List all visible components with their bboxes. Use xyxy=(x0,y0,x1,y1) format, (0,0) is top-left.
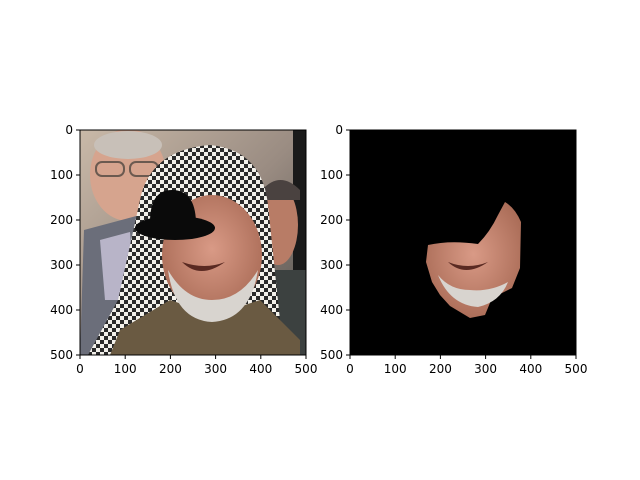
y-tick-label: 500 xyxy=(320,348,343,362)
y-tick-label: 500 xyxy=(50,348,73,362)
y-tick-label: 0 xyxy=(335,123,343,137)
x-tick-label: 400 xyxy=(519,362,542,376)
x-tick-label: 200 xyxy=(159,362,182,376)
y-tick-label: 400 xyxy=(320,303,343,317)
y-tick-label: 100 xyxy=(50,168,73,182)
x-tick-label: 0 xyxy=(76,362,84,376)
x-tick-label: 500 xyxy=(295,362,318,376)
right-panel-frame xyxy=(349,129,577,356)
y-tick-label: 200 xyxy=(50,213,73,227)
y-tick-label: 300 xyxy=(320,258,343,272)
x-tick-label: 300 xyxy=(204,362,227,376)
y-tick-label: 100 xyxy=(320,168,343,182)
x-tick-label: 0 xyxy=(346,362,354,376)
y-tick-label: 0 xyxy=(65,123,73,137)
x-tick-label: 500 xyxy=(565,362,588,376)
y-tick-label: 300 xyxy=(50,258,73,272)
left-panel-image xyxy=(80,130,306,355)
x-tick-label: 100 xyxy=(384,362,407,376)
x-tick-label: 200 xyxy=(429,362,452,376)
x-tick-label: 100 xyxy=(114,362,137,376)
left-panel-frame xyxy=(79,129,307,356)
y-tick-label: 200 xyxy=(320,213,343,227)
right-panel-image xyxy=(350,130,576,355)
y-tick-label: 400 xyxy=(50,303,73,317)
x-tick-label: 400 xyxy=(249,362,272,376)
x-tick-label: 300 xyxy=(474,362,497,376)
